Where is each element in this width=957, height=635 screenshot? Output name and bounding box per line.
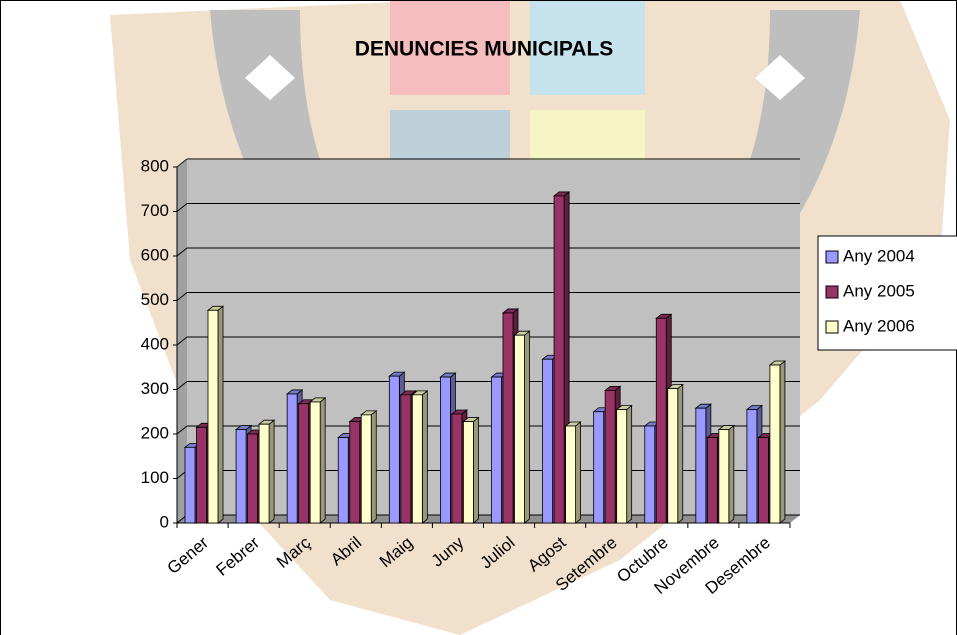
bar — [554, 196, 564, 523]
bar-side — [525, 331, 530, 523]
bar — [566, 426, 576, 523]
bar — [299, 404, 309, 523]
y-tick-label: 600 — [141, 245, 169, 264]
y-tick-label: 100 — [141, 468, 169, 487]
y-tick-label: 800 — [141, 156, 169, 175]
bar — [758, 438, 768, 523]
bar — [747, 410, 757, 523]
bar — [770, 365, 780, 523]
bar — [197, 427, 207, 523]
bar — [361, 415, 371, 523]
bar — [259, 424, 269, 523]
chart: 0100200300400500600700800GenerFebrerMarç… — [0, 0, 957, 635]
bar — [350, 422, 360, 523]
bar — [605, 390, 615, 523]
bar — [440, 377, 450, 523]
bar — [236, 430, 246, 523]
bar — [719, 430, 729, 523]
bar-side — [576, 422, 581, 523]
y-tick-label: 400 — [141, 334, 169, 353]
x-tick-label: Febrer — [213, 533, 264, 580]
bar-side — [422, 391, 427, 523]
bar-side — [320, 398, 325, 523]
bar — [668, 389, 678, 523]
bar — [412, 395, 422, 523]
y-tick-label: 0 — [160, 512, 169, 531]
bar — [617, 410, 627, 523]
bar-side — [371, 411, 376, 523]
bar — [645, 426, 655, 523]
legend-label: Any 2005 — [843, 281, 915, 300]
bar — [594, 412, 604, 523]
bar — [208, 310, 218, 523]
x-tick-label: Gener — [164, 533, 213, 578]
y-tick-label: 700 — [141, 201, 169, 220]
bar-side — [678, 385, 683, 523]
bar — [696, 408, 706, 523]
bar-side — [780, 361, 785, 523]
y-tick-label: 200 — [141, 423, 169, 442]
chart-title: DENUNCIES MUNICIPALS — [355, 38, 614, 61]
bar — [338, 438, 348, 523]
legend-label: Any 2006 — [843, 316, 915, 335]
bar — [656, 318, 666, 523]
bar — [707, 438, 717, 523]
bar — [389, 376, 399, 523]
bar — [287, 394, 297, 523]
bar — [401, 395, 411, 523]
bar-side — [729, 426, 734, 523]
bar — [463, 422, 473, 523]
bar — [310, 402, 320, 523]
bar — [515, 335, 525, 523]
bar-side — [218, 306, 223, 523]
bar — [185, 447, 195, 523]
bar — [248, 434, 258, 523]
y-tick-label: 500 — [141, 290, 169, 309]
legend-swatch — [826, 321, 838, 333]
bar-side — [473, 418, 478, 523]
bar — [452, 414, 462, 523]
bar-side — [269, 420, 274, 523]
bar-side — [627, 406, 632, 523]
y-tick-label: 300 — [141, 379, 169, 398]
bar — [492, 377, 502, 523]
legend-swatch — [826, 286, 838, 298]
bar — [503, 313, 513, 523]
legend-label: Any 2004 — [843, 246, 915, 265]
bar — [543, 359, 553, 523]
legend-swatch — [826, 251, 838, 263]
